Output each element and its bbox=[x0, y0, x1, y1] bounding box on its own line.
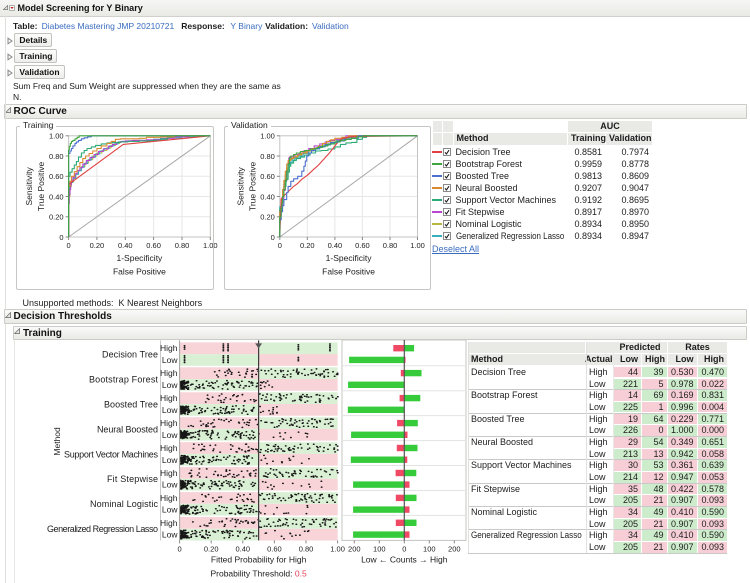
svg-text:Neural Boosted: Neural Boosted bbox=[97, 424, 158, 434]
svg-text:0: 0 bbox=[278, 241, 282, 250]
svg-text:200: 200 bbox=[448, 544, 461, 553]
svg-text:Support Vector Machines: Support Vector Machines bbox=[64, 449, 159, 459]
svg-text:Low: Low bbox=[162, 455, 178, 465]
svg-text:High: High bbox=[160, 368, 178, 378]
svg-text:0.60: 0.60 bbox=[260, 172, 275, 181]
svg-text:True Positive: True Positive bbox=[36, 161, 46, 211]
svg-text:0.20: 0.20 bbox=[204, 544, 219, 553]
svg-text:Low: Low bbox=[162, 430, 178, 440]
svg-text:0.60: 0.60 bbox=[146, 241, 161, 250]
svg-text:0.40: 0.40 bbox=[328, 241, 343, 250]
svg-text:0: 0 bbox=[59, 233, 63, 242]
svg-text:Sensitivity: Sensitivity bbox=[235, 167, 245, 206]
svg-text:1.00: 1.00 bbox=[260, 132, 275, 141]
svg-text:High: High bbox=[160, 343, 178, 353]
svg-text:0.40: 0.40 bbox=[49, 192, 64, 201]
svg-text:High: High bbox=[160, 418, 178, 428]
svg-text:0.20: 0.20 bbox=[49, 213, 64, 222]
svg-text:True Positive: True Positive bbox=[247, 161, 257, 211]
svg-text:Low ← Counts → High: Low ← Counts → High bbox=[361, 555, 448, 565]
svg-text:0.80: 0.80 bbox=[383, 241, 398, 250]
svg-text:0: 0 bbox=[402, 544, 406, 553]
svg-text:1-Specificity: 1-Specificity bbox=[116, 253, 163, 263]
svg-text:0.60: 0.60 bbox=[267, 544, 282, 553]
svg-text:False Positive: False Positive bbox=[322, 267, 375, 277]
svg-text:0: 0 bbox=[271, 233, 275, 242]
svg-text:0.60: 0.60 bbox=[49, 172, 64, 181]
svg-text:Low: Low bbox=[162, 405, 178, 415]
svg-text:0.80: 0.80 bbox=[175, 241, 190, 250]
svg-text:0.40: 0.40 bbox=[118, 241, 133, 250]
svg-text:0.60: 0.60 bbox=[355, 241, 370, 250]
svg-text:100: 100 bbox=[373, 544, 386, 553]
svg-text:High: High bbox=[160, 443, 178, 453]
svg-text:High: High bbox=[160, 393, 178, 403]
svg-text:1.00: 1.00 bbox=[203, 241, 218, 250]
svg-text:0.20: 0.20 bbox=[260, 213, 275, 222]
svg-text:1.00: 1.00 bbox=[330, 544, 345, 553]
svg-text:Low: Low bbox=[162, 380, 178, 390]
svg-text:1.00: 1.00 bbox=[410, 241, 425, 250]
svg-text:0: 0 bbox=[178, 544, 182, 553]
svg-text:1-Specificity: 1-Specificity bbox=[326, 253, 373, 263]
svg-text:Method: Method bbox=[52, 427, 62, 456]
svg-text:1.00: 1.00 bbox=[49, 132, 64, 141]
svg-text:Boosted Tree: Boosted Tree bbox=[104, 399, 158, 409]
svg-text:0.20: 0.20 bbox=[90, 241, 105, 250]
svg-text:0.40: 0.40 bbox=[235, 544, 250, 553]
svg-text:Low: Low bbox=[162, 480, 178, 490]
svg-text:Low: Low bbox=[162, 505, 178, 515]
svg-text:Generalized Regression Lasso: Generalized Regression Lasso bbox=[47, 524, 158, 534]
svg-text:Low: Low bbox=[162, 530, 178, 540]
svg-text:Bootstrap Forest: Bootstrap Forest bbox=[89, 374, 158, 384]
svg-text:High: High bbox=[160, 518, 178, 528]
svg-text:0: 0 bbox=[67, 241, 71, 250]
svg-text:Probability Threshold: 0.5: Probability Threshold: 0.5 bbox=[210, 569, 307, 579]
svg-text:Fit Stepwise: Fit Stepwise bbox=[107, 474, 158, 484]
svg-text:Fitted Probability for High: Fitted Probability for High bbox=[211, 555, 307, 565]
svg-text:Sensitivity: Sensitivity bbox=[24, 167, 34, 206]
svg-text:0.80: 0.80 bbox=[299, 544, 314, 553]
svg-text:High: High bbox=[160, 468, 178, 478]
svg-text:Nominal Logistic: Nominal Logistic bbox=[90, 499, 159, 509]
svg-text:0.80: 0.80 bbox=[260, 152, 275, 161]
svg-text:Low: Low bbox=[162, 355, 178, 365]
svg-text:200: 200 bbox=[348, 544, 361, 553]
svg-text:0.20: 0.20 bbox=[300, 241, 315, 250]
svg-text:False Positive: False Positive bbox=[113, 267, 166, 277]
svg-text:Decision Tree: Decision Tree bbox=[102, 350, 158, 360]
svg-text:High: High bbox=[160, 493, 178, 503]
svg-text:0.80: 0.80 bbox=[49, 152, 64, 161]
svg-text:0.40: 0.40 bbox=[260, 192, 275, 201]
svg-text:100: 100 bbox=[423, 544, 436, 553]
